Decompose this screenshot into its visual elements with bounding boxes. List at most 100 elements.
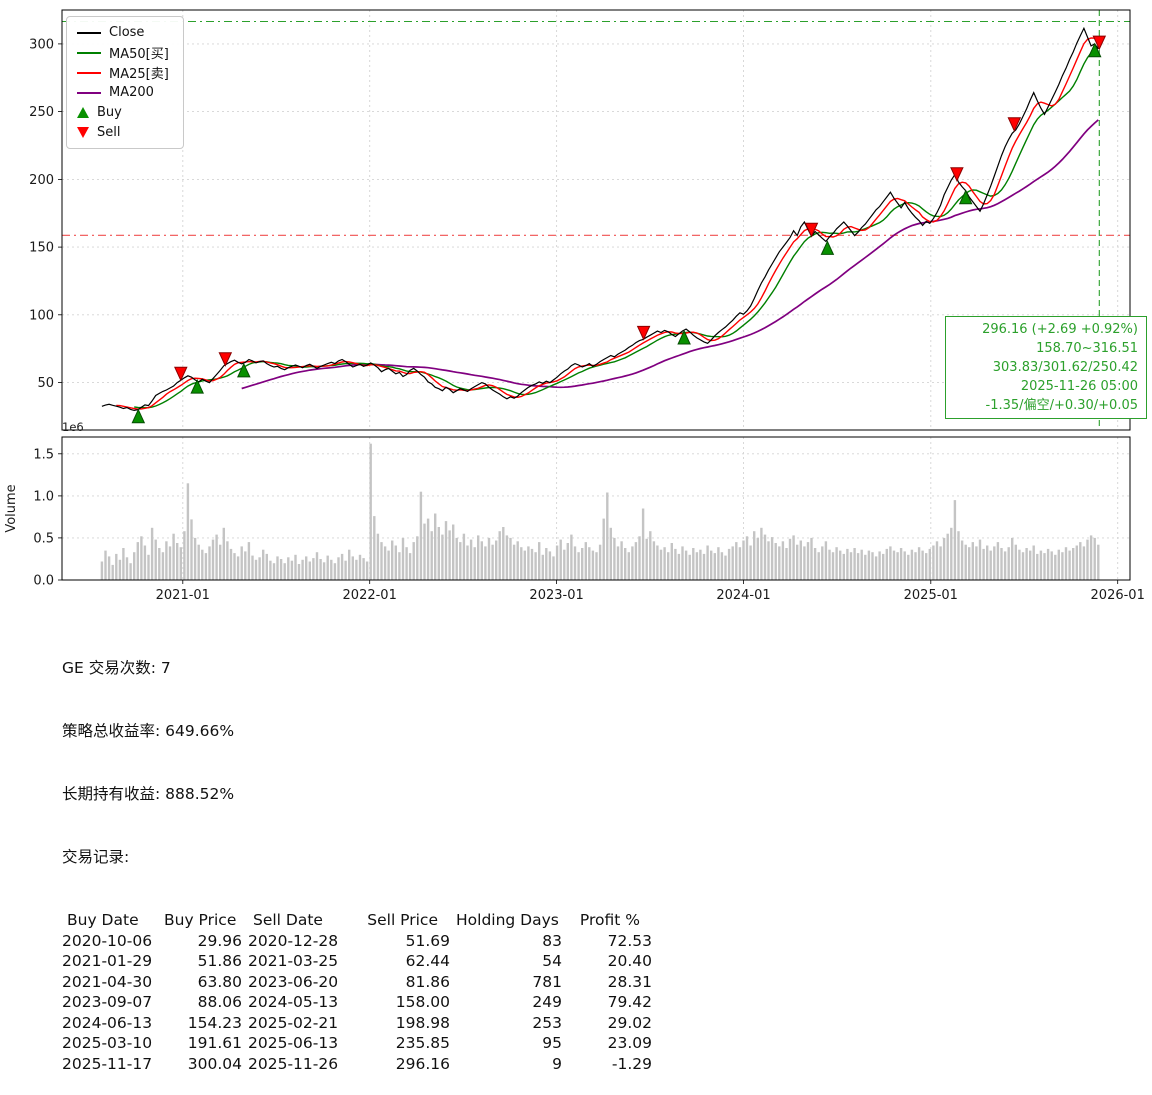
- volume-bar: [735, 542, 738, 580]
- sell-marker: [1007, 117, 1022, 132]
- trade-table-row: 2020-10-06 29.96 2020-12-28 51.69 83 72.53: [62, 931, 652, 952]
- volume-bar: [219, 544, 222, 580]
- trade-table-cell: 296.16: [395, 1054, 450, 1073]
- volume-bar: [254, 559, 258, 580]
- volume-bar: [444, 521, 448, 580]
- trade-table-cell: 2023-06-20: [248, 972, 339, 991]
- trade-table-cell: 62.44: [405, 952, 450, 970]
- ma50-line: [134, 45, 1099, 409]
- volume-bar: [193, 537, 197, 580]
- volume-bar: [892, 550, 896, 580]
- volume-bar: [745, 536, 749, 580]
- volume-bar: [917, 547, 921, 580]
- volume-bar: [971, 542, 974, 580]
- trade-table-cell: 9: [552, 1054, 562, 1073]
- volume-bar: [613, 537, 616, 580]
- volume-bar: [548, 551, 552, 580]
- annotation-line: 296.16 (+2.69 +0.92%): [982, 322, 1138, 337]
- volume-bar: [258, 557, 261, 580]
- volume-bar: [154, 539, 157, 580]
- volume-scale-label: 1e6: [62, 420, 84, 434]
- volume-bar: [907, 554, 910, 580]
- legend-item: Close: [77, 25, 169, 40]
- legend-label: MA25[卖]: [109, 67, 169, 82]
- volume-bar: [1014, 544, 1017, 580]
- volume-bar: [530, 548, 534, 580]
- volume-bar: [244, 551, 247, 580]
- trade-table-cell: 158.00: [395, 993, 450, 1011]
- legend-label: Buy: [97, 105, 122, 120]
- volume-bar: [279, 559, 283, 580]
- volume-bar: [437, 527, 440, 580]
- volume-bar: [624, 548, 627, 580]
- volume-bar: [430, 531, 433, 580]
- volume-bar: [107, 556, 111, 580]
- volume-bar: [305, 556, 308, 580]
- volume-bar: [763, 534, 767, 580]
- volume-bar: [828, 549, 831, 580]
- volume-bar: [1061, 552, 1064, 580]
- volume-bar: [215, 534, 218, 580]
- volume-bar: [487, 537, 491, 580]
- volume-bar: [986, 545, 989, 580]
- trade-table-cell: 191.61: [187, 1034, 242, 1052]
- volume-bar: [365, 561, 369, 580]
- price-panel-border: [61, 9, 1131, 431]
- volume-bar: [839, 550, 842, 580]
- volume-bar: [649, 531, 652, 580]
- volume-bar: [652, 541, 656, 580]
- volume-bar: [957, 531, 960, 580]
- volume-bar: [459, 542, 462, 580]
- volume-bar: [495, 540, 498, 580]
- volume-bar: [111, 564, 114, 580]
- volume-bar: [753, 531, 756, 580]
- volume-bar: [448, 530, 451, 580]
- volume-bar: [692, 548, 695, 580]
- volume-bar: [867, 550, 871, 580]
- volume-bar: [792, 535, 795, 580]
- trade-table-header: Buy Price: [164, 911, 237, 929]
- volume-bar: [670, 543, 673, 580]
- stats-block: GE 交易次数: 7 策略总收益率: 649.66% 长期持有收益: 888.5…: [62, 616, 652, 1095]
- volume-bar: [168, 546, 172, 580]
- volume-bar: [236, 556, 240, 580]
- trade-table-cell: 300.04: [187, 1054, 242, 1073]
- volume-bar: [251, 555, 254, 580]
- ma50-line-swatch: [77, 51, 101, 54]
- volume-bar: [914, 552, 917, 580]
- volume-bar: [749, 545, 752, 580]
- trade-table-cell: 72.53: [607, 931, 652, 950]
- volume-bar: [376, 533, 380, 580]
- volume-bar: [627, 552, 630, 580]
- volume-bar: [878, 551, 881, 580]
- volume-bar: [408, 553, 412, 580]
- volume-bar: [125, 557, 129, 580]
- trade-table-cell: 2025-02-21: [248, 1013, 339, 1032]
- volume-bar: [993, 546, 996, 580]
- stat-buyhold-return: 长期持有收益: 888.52%: [62, 785, 235, 803]
- volume-bar: [677, 553, 681, 580]
- volume-bar: [813, 548, 817, 580]
- volume-bar: [896, 552, 899, 580]
- volume-bar: [1043, 553, 1046, 580]
- volume-bar: [133, 552, 136, 580]
- volume-bar: [326, 555, 329, 580]
- x-axis-tick-label: 2022-01: [343, 588, 397, 603]
- volume-bar: [659, 549, 663, 580]
- trade-table-cell: 2021-01-29: [62, 952, 153, 970]
- volume-bar: [426, 518, 430, 580]
- volume-bar: [717, 547, 720, 580]
- volume-bar: [1072, 548, 1075, 580]
- volume-bar: [581, 548, 584, 580]
- volume-bar: [315, 552, 319, 580]
- volume-bar: [158, 548, 161, 580]
- volume-bar: [434, 513, 437, 580]
- volume-bar: [910, 549, 914, 580]
- volume-bar: [856, 553, 860, 580]
- volume-bar: [319, 559, 322, 580]
- buy-marker: [190, 378, 204, 394]
- buy-marker: [820, 240, 835, 255]
- volume-bar: [978, 539, 982, 580]
- legend-item: MA25[卖]: [77, 65, 169, 82]
- volume-bar: [724, 555, 727, 580]
